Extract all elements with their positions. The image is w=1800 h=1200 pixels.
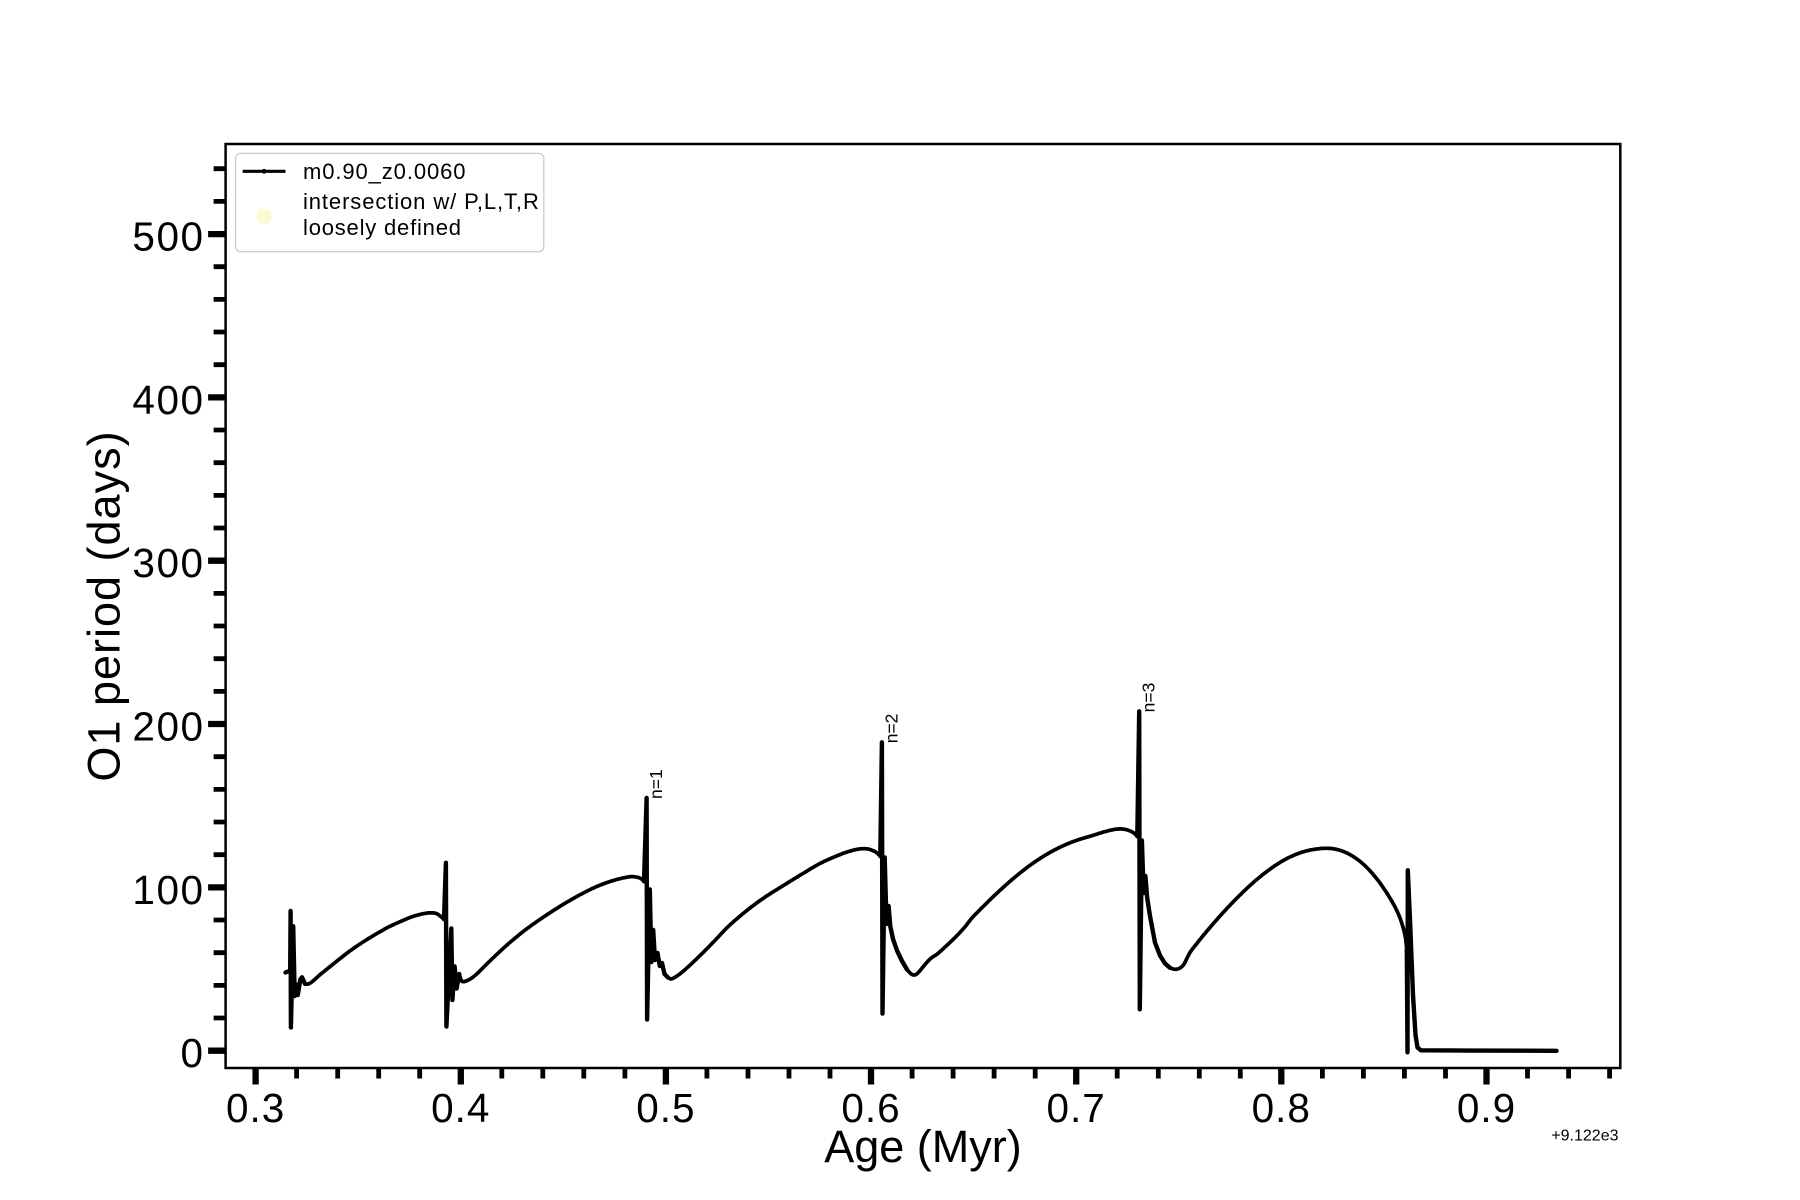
svg-text:n=1: n=1 <box>646 769 666 799</box>
svg-text:Age (Myr): Age (Myr) <box>824 1121 1022 1172</box>
svg-text:O1 period (days): O1 period (days) <box>79 430 130 781</box>
svg-text:0.4: 0.4 <box>431 1085 490 1131</box>
svg-text:0: 0 <box>180 1030 204 1076</box>
svg-text:n=3: n=3 <box>1139 683 1159 713</box>
svg-text:m0.90_z0.0060: m0.90_z0.0060 <box>303 159 466 184</box>
svg-text:0.6: 0.6 <box>841 1085 900 1131</box>
svg-text:300: 300 <box>132 540 204 586</box>
svg-text:100: 100 <box>132 867 204 913</box>
svg-text:0.8: 0.8 <box>1252 1085 1311 1131</box>
svg-text:400: 400 <box>132 377 204 423</box>
svg-text:intersection w/ P,L,T,R: intersection w/ P,L,T,R <box>303 189 540 214</box>
svg-text:+9.122e3: +9.122e3 <box>1551 1128 1618 1145</box>
svg-text:0.7: 0.7 <box>1047 1085 1106 1131</box>
svg-text:0.5: 0.5 <box>636 1085 695 1131</box>
svg-text:loosely defined: loosely defined <box>303 215 462 240</box>
svg-text:n=2: n=2 <box>881 714 901 744</box>
svg-text:0.9: 0.9 <box>1457 1085 1516 1131</box>
svg-text:200: 200 <box>132 704 204 750</box>
svg-text:500: 500 <box>132 214 204 260</box>
svg-text:0.3: 0.3 <box>226 1085 285 1131</box>
